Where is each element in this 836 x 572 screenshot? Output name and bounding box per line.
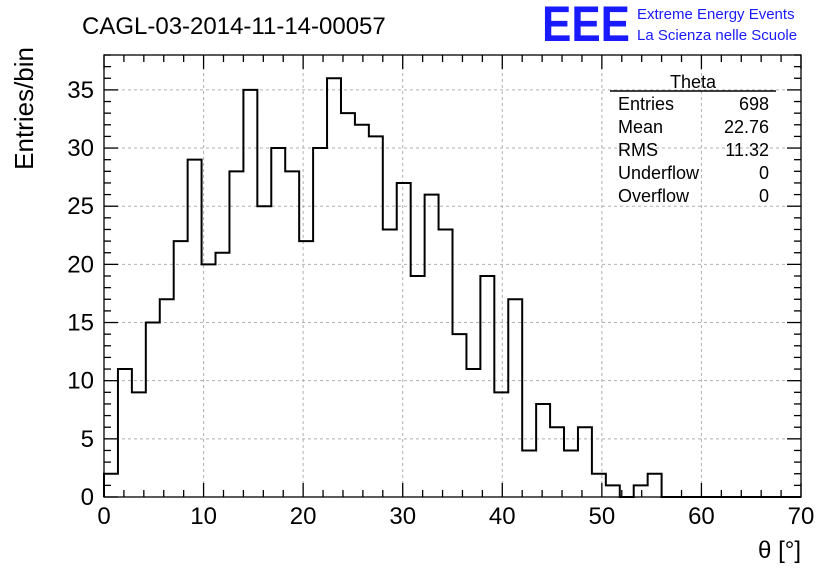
eee-logo-letters: EEE bbox=[542, 0, 630, 52]
histogram-bin bbox=[341, 113, 355, 497]
histogram-bin bbox=[132, 392, 146, 497]
stats-value: 0 bbox=[759, 186, 769, 206]
x-tick-label: 70 bbox=[788, 503, 815, 530]
stats-label: Mean bbox=[618, 117, 663, 137]
y-tick-label: 30 bbox=[67, 135, 94, 162]
histogram-bin bbox=[494, 392, 508, 497]
histogram-bin bbox=[453, 334, 467, 497]
histogram-bin bbox=[383, 229, 397, 497]
histogram-bin bbox=[508, 299, 522, 497]
histogram-bin bbox=[578, 427, 592, 497]
histogram-bin bbox=[592, 474, 606, 497]
x-tick-label: 60 bbox=[688, 503, 715, 530]
histogram-bin bbox=[439, 229, 453, 497]
x-tick-label: 10 bbox=[190, 503, 217, 530]
histogram-bin bbox=[564, 450, 578, 497]
histogram-bin bbox=[369, 136, 383, 497]
eee-logo-line2: La Scienza nelle Scuole bbox=[637, 27, 797, 44]
stats-value: 11.32 bbox=[725, 140, 769, 160]
histogram-bin bbox=[466, 369, 480, 497]
histogram-bin bbox=[188, 160, 202, 497]
stats-title: Theta bbox=[670, 72, 717, 92]
stats-value: 698 bbox=[739, 94, 769, 114]
y-tick-label: 0 bbox=[81, 484, 94, 511]
histogram-bin bbox=[216, 253, 230, 497]
stats-rows: Entries 698 Mean 22.76 RMS 11.32 Underflow 0 Ove… bbox=[618, 94, 769, 206]
histogram-outline bbox=[103, 77, 801, 498]
x-tick-label: 50 bbox=[589, 503, 616, 530]
x-tick-label: 0 bbox=[97, 503, 110, 530]
stats-box: Theta Entries 698 Mean 22.76 RMS 11.32 Underfl… bbox=[610, 72, 776, 206]
chart-title: CAGL-03-2014-11-14-00057 bbox=[82, 13, 386, 40]
y-axis-label: Entries/bin bbox=[9, 47, 39, 170]
histogram-bin bbox=[425, 195, 439, 497]
y-tick-label: 10 bbox=[67, 368, 94, 395]
eee-logo: EEE Extreme Energy Events La Scienza nel… bbox=[542, 0, 797, 52]
tick-labels: 0 10 20 30 40 50 60 70 0 5 10 15 20 25 30 35 bbox=[67, 77, 814, 530]
histogram-bin bbox=[174, 241, 188, 497]
histogram-bin bbox=[550, 427, 564, 497]
histogram-bin bbox=[285, 171, 299, 497]
histogram-bin bbox=[299, 241, 313, 497]
x-tick-label: 30 bbox=[389, 503, 416, 530]
histogram-bin bbox=[327, 78, 341, 497]
y-tick-label: 20 bbox=[67, 251, 94, 278]
histogram-bin bbox=[411, 276, 425, 497]
stats-label: Entries bbox=[618, 94, 674, 114]
histogram-bin bbox=[522, 450, 536, 497]
x-tick-label: 20 bbox=[290, 503, 317, 530]
y-tick-label: 15 bbox=[67, 310, 94, 337]
ticks-layer bbox=[103, 54, 802, 498]
stats-label: Overflow bbox=[618, 186, 690, 206]
stats-label: Underflow bbox=[618, 163, 700, 183]
histogram-bin bbox=[397, 183, 411, 497]
histogram-bin bbox=[229, 171, 243, 497]
histogram-bin bbox=[257, 206, 271, 497]
histogram-bin bbox=[243, 90, 257, 497]
histogram-bin bbox=[606, 485, 620, 497]
histogram-bin bbox=[648, 474, 662, 497]
histogram-bin bbox=[118, 369, 132, 497]
y-tick-label: 25 bbox=[67, 193, 94, 220]
stats-value: 22.76 bbox=[724, 117, 769, 137]
histogram-bin bbox=[480, 276, 494, 497]
histogram-bin bbox=[146, 323, 160, 497]
histogram-bin bbox=[536, 404, 550, 497]
histogram-bin bbox=[160, 299, 174, 497]
stats-value: 0 bbox=[759, 163, 769, 183]
stats-label: RMS bbox=[618, 140, 658, 160]
x-tick-label: 40 bbox=[489, 503, 516, 530]
histogram-bin bbox=[355, 125, 369, 497]
y-tick-label: 35 bbox=[67, 77, 94, 104]
x-axis-label: θ [°] bbox=[758, 537, 801, 564]
eee-logo-line1: Extreme Energy Events bbox=[637, 6, 795, 23]
histogram-bin bbox=[634, 485, 648, 497]
histogram-layer bbox=[103, 77, 801, 498]
y-tick-label: 5 bbox=[81, 426, 94, 453]
